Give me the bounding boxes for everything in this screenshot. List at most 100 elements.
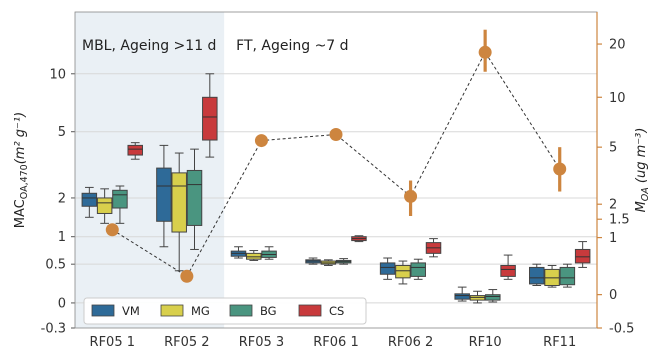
right-label-sub: OA bbox=[640, 187, 651, 201]
left-label-sub: OA,470 bbox=[19, 164, 30, 199]
legend-entry-vm: VM bbox=[91, 304, 140, 318]
box-body bbox=[127, 144, 143, 156]
right-axis-label: MOA (ug m⁻³) bbox=[634, 128, 651, 213]
ft-annotation: FT, Ageing ~7 d bbox=[236, 38, 348, 54]
box-body bbox=[454, 293, 470, 300]
x-tick-label: RF10 bbox=[469, 335, 502, 350]
box-vm-rf05_1 bbox=[81, 186, 98, 218]
left-axis-ticks: -0.3 0 0.5 1 2 5 10 bbox=[41, 67, 75, 337]
right-tick-label: 20 bbox=[609, 38, 626, 53]
legend: VM MG BG CS bbox=[83, 297, 367, 325]
right-tick-label: -0.5 bbox=[609, 322, 634, 337]
m-oa-point bbox=[254, 134, 268, 148]
left-tick-label: 5 bbox=[58, 125, 66, 140]
m-oa-series bbox=[105, 29, 567, 283]
box-body bbox=[202, 96, 218, 141]
x-tick-label: RF05 2 bbox=[164, 335, 209, 350]
box-mg-rf11 bbox=[544, 264, 560, 288]
box-mg-rf05_3 bbox=[246, 250, 262, 261]
left-label-unit: (m² g⁻¹) bbox=[13, 112, 28, 164]
legend-entry-bg: BG bbox=[229, 304, 277, 318]
box-vm-rf11 bbox=[529, 263, 545, 287]
box-body bbox=[186, 169, 203, 226]
box-body bbox=[485, 294, 501, 301]
right-tick-label: 1 bbox=[609, 231, 617, 246]
box-body bbox=[112, 189, 128, 209]
legend-swatch bbox=[298, 304, 322, 317]
legend-label: MG bbox=[191, 304, 210, 318]
box-bg-rf05_3 bbox=[261, 246, 277, 260]
box-body bbox=[500, 264, 516, 277]
box-vm-rf10 bbox=[454, 286, 470, 302]
box-body bbox=[171, 172, 187, 233]
legend-swatch bbox=[229, 304, 253, 317]
box-mg-rf10 bbox=[469, 290, 486, 304]
right-tick-label: 0 bbox=[609, 288, 617, 303]
box-mg-rf05_1 bbox=[96, 188, 113, 224]
box-body bbox=[410, 262, 426, 277]
left-axis-label: MACOA,470(m² g⁻¹) bbox=[13, 112, 30, 228]
x-tick-label: RF05 3 bbox=[239, 335, 284, 350]
box-mg-rf06_2 bbox=[395, 260, 411, 285]
m-oa-point bbox=[180, 269, 194, 283]
box-body bbox=[574, 248, 591, 264]
box-bg-rf06_1 bbox=[335, 258, 352, 265]
right-tick-label: 2 bbox=[609, 198, 617, 213]
legend-label: BG bbox=[260, 304, 277, 318]
box-plots bbox=[81, 73, 591, 304]
box-body bbox=[81, 192, 98, 207]
left-tick-label: -0.3 bbox=[41, 322, 66, 337]
box-cs-rf06_2 bbox=[425, 238, 442, 258]
box-mg-rf06_1 bbox=[320, 259, 337, 266]
right-tick-label: 5 bbox=[609, 141, 617, 156]
box-body bbox=[559, 266, 576, 286]
right-tick-label: 1.5 bbox=[609, 213, 630, 228]
left-tick-label: 1 bbox=[58, 230, 66, 245]
box-cs-rf06_1 bbox=[351, 235, 367, 243]
box-body bbox=[246, 252, 262, 260]
left-tick-label: 0.5 bbox=[45, 258, 66, 273]
x-axis-ticks: RF05 1 RF05 2 RF05 3 RF06 1 RF06 2 RF10 RF11 bbox=[90, 335, 577, 350]
box-bg-rf05_1 bbox=[112, 185, 128, 224]
m-oa-point bbox=[478, 45, 492, 59]
left-tick-label: 0 bbox=[58, 296, 66, 311]
box-bg-rf11 bbox=[559, 263, 576, 288]
legend-entry-cs: CS bbox=[298, 304, 344, 318]
box-bg-rf10 bbox=[485, 289, 501, 303]
m-oa-point bbox=[105, 223, 119, 237]
box-body bbox=[156, 167, 172, 222]
legend-label: CS bbox=[329, 304, 344, 318]
legend-swatch bbox=[91, 304, 115, 317]
mbl-annotation: MBL, Ageing >11 d bbox=[82, 38, 216, 54]
box-cs-rf05_2 bbox=[202, 73, 218, 158]
box-vm-rf06_2 bbox=[379, 257, 396, 280]
box-cs-rf11 bbox=[574, 241, 591, 268]
m-oa-point bbox=[404, 189, 418, 203]
box-vm-rf05_2 bbox=[156, 144, 172, 248]
right-axis-ticks: -0.5 0 1 1.52 5 10 20 bbox=[597, 38, 634, 337]
box-body bbox=[395, 264, 411, 279]
box-mg-rf05_2 bbox=[171, 152, 187, 272]
box-body bbox=[379, 262, 396, 275]
x-tick-label: RF06 1 bbox=[313, 335, 358, 350]
right-label-unit: (ug m⁻³) bbox=[634, 128, 649, 188]
x-tick-label: RF05 1 bbox=[90, 335, 135, 350]
box-vm-rf06_1 bbox=[305, 257, 321, 265]
legend-frame bbox=[83, 297, 367, 325]
x-tick-label: RF11 bbox=[543, 335, 576, 350]
m-oa-point bbox=[553, 162, 567, 176]
box-cs-rf05_1 bbox=[127, 142, 143, 160]
m-oa-point bbox=[329, 127, 343, 141]
box-vm-rf05_3 bbox=[230, 246, 247, 259]
box-bg-rf05_2 bbox=[186, 148, 203, 250]
legend-swatch bbox=[160, 304, 184, 317]
left-tick-label: 10 bbox=[49, 67, 66, 82]
legend-label: VM bbox=[122, 304, 140, 318]
box-body bbox=[529, 266, 545, 285]
left-tick-label: 2 bbox=[58, 191, 66, 206]
box-bg-rf06_2 bbox=[410, 258, 426, 280]
right-label-main: M bbox=[634, 201, 649, 212]
x-tick-label: RF06 2 bbox=[388, 335, 433, 350]
legend-entry-mg: MG bbox=[160, 304, 210, 318]
